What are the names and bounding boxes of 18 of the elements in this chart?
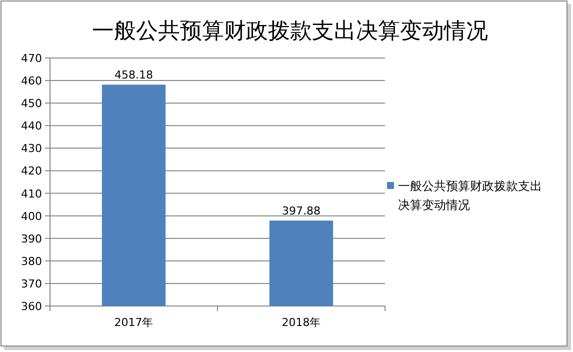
y-tick-label: 450: [21, 97, 42, 110]
y-tick-label: 470: [21, 52, 42, 65]
legend-label: 一般公共预算财政拨款支出决算变动情况: [398, 179, 542, 212]
y-tick-label: 380: [21, 254, 42, 268]
y-tick-label: 390: [21, 232, 42, 246]
y-tick-label: 430: [21, 142, 42, 156]
x-tick-label: 2018年: [282, 316, 321, 329]
y-tick-label: 400: [21, 210, 42, 223]
data-label: 397.88: [282, 204, 320, 218]
data-label: 458.18: [114, 68, 153, 82]
y-tick-label: 420: [21, 164, 42, 178]
x-tick-label: 2017年: [114, 316, 154, 329]
y-tick-label: 370: [21, 277, 42, 290]
y-tick-label: 410: [21, 187, 42, 200]
y-tick-label: 440: [21, 120, 42, 133]
y-tick-label: 360: [21, 300, 42, 313]
chart-title: 一般公共预算财政拨款支出决算变动情况: [92, 19, 488, 44]
y-tick-label: 460: [21, 74, 42, 88]
